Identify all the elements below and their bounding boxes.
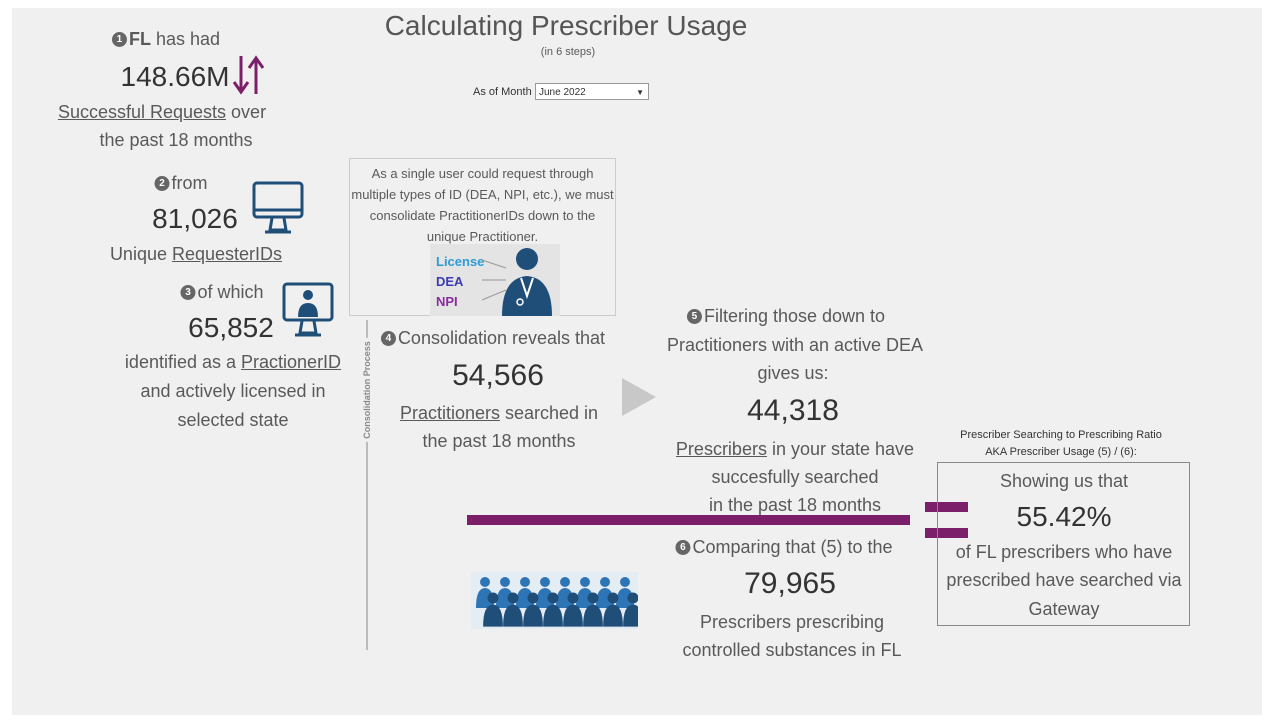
step-number: 3 (180, 285, 196, 300)
practitioner-ids-value: 65,852 (188, 312, 274, 343)
link-text: RequesterIDs (172, 244, 283, 264)
person (483, 592, 503, 627)
person (576, 577, 594, 608)
text: has had (155, 29, 221, 49)
prescribing-value: 79,965 (744, 567, 836, 600)
person (503, 592, 523, 627)
person (556, 577, 574, 608)
equals-bottom (925, 528, 968, 538)
person (616, 577, 634, 608)
step6-lead: 6 Comparing that (5) to the (675, 536, 893, 558)
text: from (171, 173, 208, 193)
step2-lead: 2 from (154, 172, 208, 194)
text: of which (197, 282, 264, 302)
person (603, 592, 623, 627)
requesters-value: 81,026 (152, 203, 238, 234)
step5-line4: Prescribers in your state have (676, 438, 914, 460)
step4-line: Practitioners searched in (400, 402, 598, 424)
step3-line: identified as a PractionerID (125, 351, 341, 373)
requests-value: 148.66M (120, 61, 230, 92)
step-number: 6 (675, 540, 691, 555)
text: searched in (505, 403, 599, 423)
person (563, 592, 583, 627)
person (583, 592, 603, 627)
step4-line2: the past 18 months (422, 431, 576, 451)
id-labels: License DEA NPI (436, 252, 484, 312)
crowd-image (471, 572, 638, 629)
step5-line3: gives us: (757, 363, 829, 383)
step1-line: Successful Requests over (58, 101, 266, 123)
practitioners-value: 54,566 (452, 359, 544, 392)
ratio-line4: Gateway (1028, 599, 1100, 619)
step3-line3: selected state (177, 410, 289, 430)
step2-line: Unique RequesterIDs (110, 243, 282, 265)
text: over (231, 102, 267, 122)
dropdown-arrow: ▼ (636, 88, 644, 97)
text: Unique (109, 244, 167, 264)
step5-lead: 5 Filtering those down to (686, 305, 886, 327)
id-label: DEA (436, 274, 464, 289)
step5-line2: Practitioners with an active DEA (666, 335, 924, 355)
step1-lead: 1 FL has had (111, 28, 221, 50)
trend-arrows (232, 55, 265, 95)
prescribers-value: 44,318 (747, 394, 839, 427)
person (596, 577, 614, 608)
step-number: 4 (380, 331, 396, 346)
filter-label: As of Month (473, 86, 532, 98)
note-text: As a single user could request through m… (351, 166, 614, 244)
step-number: 1 (111, 32, 127, 47)
person (516, 577, 534, 608)
ratio-heading: Prescriber Searching to Prescribing Rati… (960, 429, 1162, 441)
divider-bar (467, 515, 910, 525)
step6-line3: controlled substances in FL (682, 640, 902, 660)
month-dropdown[interactable]: June 2022 ▼ (535, 83, 649, 100)
link-text: Practitioners (399, 403, 500, 423)
title: Calculating Prescriber Usage (384, 10, 748, 41)
step3-line2: and actively licensed in (140, 381, 326, 401)
text: Consolidation reveals that (397, 328, 606, 348)
ratio-line2: of FL prescribers who have (955, 542, 1173, 562)
step6-line2: Prescribers prescribing (699, 612, 885, 632)
equals-top (925, 502, 968, 512)
text: Filtering those down to (703, 306, 886, 326)
text: in your state have (771, 439, 915, 459)
step3-lead: 3 of which (180, 281, 264, 303)
process-line (366, 320, 368, 650)
dropdown-value: June 2022 (539, 87, 586, 98)
step5-line5: succesfully searched (711, 467, 879, 487)
ratio-subheading: AKA Prescriber Usage (5) / (6): (985, 446, 1137, 458)
text: identified as a (124, 352, 237, 372)
next-arrow (622, 378, 656, 416)
person (623, 592, 638, 627)
link-text: Successful Requests (57, 102, 227, 122)
person (543, 592, 563, 627)
link-text: PractionerID (241, 352, 342, 372)
id-label: License (436, 254, 485, 269)
monitor-icon (252, 181, 304, 234)
person (496, 577, 514, 608)
state: FL (128, 29, 151, 49)
step-number: 2 (154, 176, 170, 191)
text: Comparing that (5) to the (692, 537, 893, 557)
step-number: 5 (686, 309, 702, 324)
ratio-box (937, 462, 1190, 626)
person (536, 577, 554, 608)
process-label: Consolidation Process (362, 338, 372, 442)
subtitle: (in 6 steps) (540, 46, 596, 58)
id-label: NPI (436, 294, 458, 309)
step4-lead: 4 Consolidation reveals that (380, 327, 606, 349)
step1-line2: the past 18 months (99, 130, 253, 150)
person (476, 577, 494, 608)
ratio-lead: Showing us that (999, 471, 1129, 491)
person (523, 592, 543, 627)
doctor-monitor-icon (282, 282, 334, 337)
link-text: Prescribers (675, 439, 767, 459)
ratio-line3: prescribed have searched via (946, 570, 1182, 590)
ratio-value: 55.42% (1016, 501, 1112, 532)
step5-line6: in the past 18 months (708, 495, 882, 515)
doctor-illustration (481, 248, 552, 316)
